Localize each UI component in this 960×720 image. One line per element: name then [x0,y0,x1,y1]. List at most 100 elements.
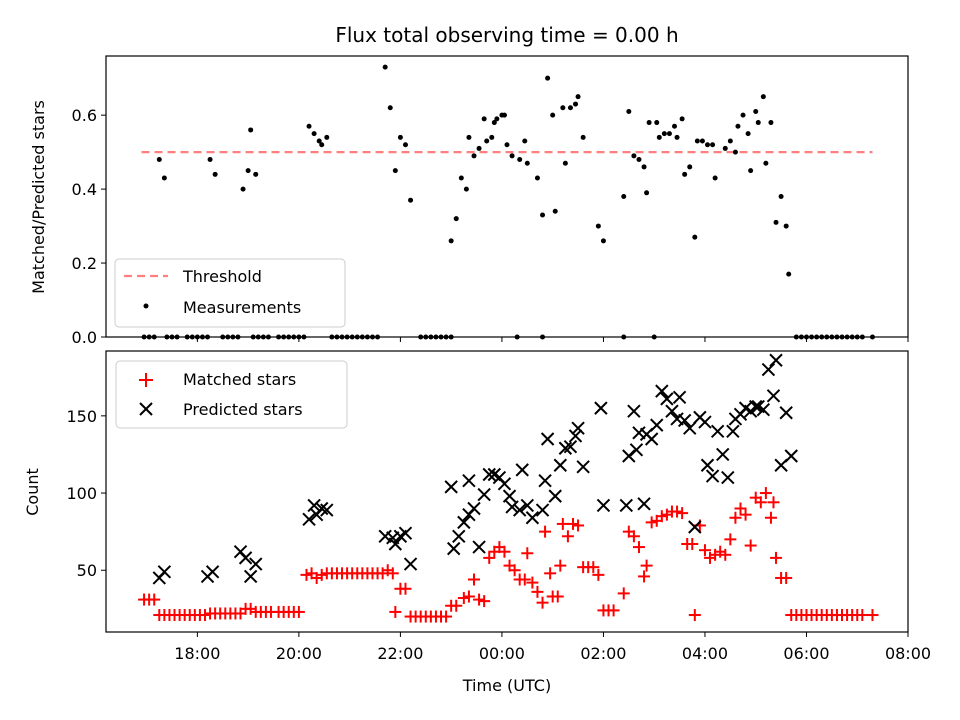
measurement-point [494,116,500,122]
matched-star-point [592,568,605,581]
measurement-point [735,123,741,129]
top-y-tick-label: 0.4 [72,180,97,199]
predicted-star-point [553,458,568,472]
predicted-star-point [502,489,517,503]
measurement-point [524,160,530,166]
predicted-star-point [629,443,644,457]
measurement-point [156,157,162,163]
matched-star-point [556,517,569,530]
matched-star-point [698,544,711,557]
measurement-point [760,94,766,100]
predicted-star-point [665,404,679,418]
measurement-point [392,168,398,174]
measurement-point [600,238,606,244]
top-y-tick-label: 0.6 [72,106,97,125]
predicted-star-point [700,458,715,472]
measurement-point [476,145,482,151]
matched-star-point [640,559,653,572]
matched-star-point [518,573,531,586]
legend-measurements-swatch [143,303,149,309]
predicted-star-point [446,541,461,556]
predicted-star-point [749,399,763,414]
measurement-point [646,120,652,126]
measurement-point [722,145,728,151]
legend-matched-swatch [139,373,153,387]
predicted-star-point [548,489,562,503]
measurement-point [732,149,738,155]
measurement-point [753,108,759,114]
matched-star-point [386,567,399,580]
predicted-star-point [472,540,486,554]
predicted-star-point [444,480,458,494]
measurement-point [778,194,784,199]
predicted-star-point [515,463,529,477]
top-panel: Flux total observing time = 0.00 h Match… [29,23,909,347]
measurement-point [509,153,515,159]
measurement-point [560,105,566,111]
matched-star-point [292,605,305,618]
predicted-star-point [520,498,535,513]
matched-star-point [719,548,732,561]
measurement-point [654,120,660,126]
predicted-star-point [403,557,418,571]
predicted-star-point [205,565,220,579]
chart-title: Flux total observing time = 0.00 h [335,23,678,47]
matched-star-point [300,568,313,581]
predicted-star-point [320,503,334,517]
measurement-point [471,153,477,159]
predicted-star-point [462,473,476,488]
measurement-point [562,160,568,166]
measurement-point [679,116,685,122]
measurement-point [768,120,774,126]
measurement-point [672,123,678,129]
measurement-point [567,105,573,111]
matched-star-point [468,573,481,586]
measurement-point [694,138,700,144]
matched-star-point [645,516,658,529]
x-tick-label: 08:00 [885,644,931,663]
measurement-point [699,138,705,144]
measurement-point [773,219,779,225]
matched-star-point [526,576,539,589]
predicted-star-point [512,503,527,517]
matched-star-point [638,570,651,583]
measurement-point [705,142,710,148]
matched-star-point [724,533,737,546]
matched-star-point [729,511,742,524]
measurement-point [727,138,733,144]
measurement-point [763,160,769,166]
predicted-star-point [249,557,263,571]
matched-star-point [607,604,620,617]
measurement-point [783,223,789,229]
top-y-tick-label: 0.0 [72,328,97,347]
measurement-point [453,216,459,222]
matched-star-point [676,507,689,520]
legend-threshold-label: Threshold [182,267,262,286]
bottom-y-tick-label: 150 [66,407,97,426]
measurement-point [621,194,627,199]
bottom-legend: Matched stars Predicted stars [115,360,348,429]
matched-star-point [315,568,328,581]
matched-star-point [551,590,564,603]
predicted-star-point [571,421,585,435]
legend-measurements-label: Measurements [183,298,301,317]
predicted-star-point [766,389,781,403]
predicted-star-point [716,447,730,462]
top-legend: Threshold Measurements [114,258,346,328]
x-tick-label: 04:00 [682,644,728,663]
legend-predicted-label: Predicted stars [183,400,303,419]
top-plot-area: 0.0 0.2 0.4 0.6 [72,64,909,347]
matched-star-point [566,517,579,530]
measurement-point [552,208,558,214]
measurement-point [575,94,581,100]
measurement-point [641,164,647,170]
predicted-star-point [540,432,555,446]
measurement-point [626,108,632,114]
measurement-point [712,175,718,181]
predicted-star-point [688,520,702,534]
top-axes-frame [105,55,909,338]
predicted-star-point [619,498,633,513]
matched-star-point [473,593,486,606]
measurement-point [253,171,259,177]
predicted-star-point [698,415,712,429]
